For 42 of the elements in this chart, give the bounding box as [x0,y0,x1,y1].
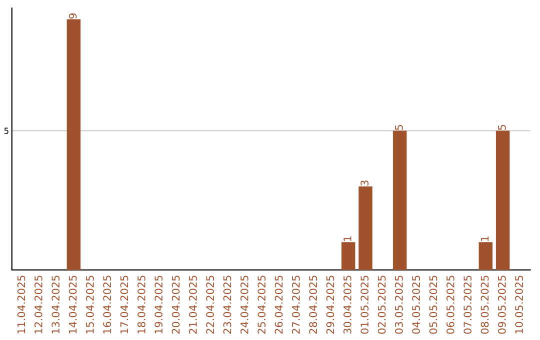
x-tick-label: 10.05.2025 [515,276,524,334]
data-label: 5 [395,124,403,130]
x-tick-label: 04.05.2025 [412,276,420,334]
x-tick-label: 26.04.2025 [274,276,283,334]
x-tick-label: 08.05.2025 [480,276,489,334]
x-tick-label: 29.04.2025 [326,276,334,334]
x-tick-label: 11.04.2025 [17,276,26,334]
x-tick-label: 27.04.2025 [292,276,300,334]
x-tick-label: 12.04.2025 [34,276,42,334]
data-label: 5 [498,124,506,130]
x-tick-label: 28.04.2025 [309,276,318,334]
x-tick-label: 24.04.2025 [240,276,248,334]
data-label: 1 [480,236,489,241]
x-tick-label: 15.04.2025 [86,276,94,334]
data-label: 1 [344,236,352,241]
x-tick-label: 09.05.2025 [498,276,506,334]
bar [496,130,510,270]
x-tick-label: 30.04.2025 [343,276,352,334]
bar [392,130,407,270]
data-label: 9 [68,13,77,19]
x-tick-label: 02.05.2025 [378,276,386,334]
x-tick-label: 17.04.2025 [120,276,128,334]
bar [341,242,356,270]
x-tick-label: 14.04.2025 [68,276,77,334]
x-tick-label: 20.04.2025 [172,276,180,334]
x-tick-label: 07.05.2025 [464,276,472,334]
x-tick-label: 05.05.2025 [429,276,438,334]
x-tick-label: 21.04.2025 [188,276,197,334]
x-tick-label: 18.04.2025 [137,276,146,334]
x-tick-label: 19.04.2025 [154,276,163,334]
data-label: 3 [360,180,369,186]
x-tick-label: 01.05.2025 [360,276,369,334]
x-tick-label: 16.04.2025 [103,276,112,334]
bar [358,186,372,270]
x-tick-label: 06.05.2025 [446,276,454,334]
bar [66,19,81,270]
bar [478,242,493,270]
x-tick-label: 13.04.2025 [52,276,60,334]
x-tick-label: 23.04.2025 [223,276,232,334]
x-tick-label: 03.05.2025 [394,276,403,334]
x-tick-label: 25.04.2025 [258,276,266,334]
x-tick-label: 22.04.2025 [206,276,214,334]
